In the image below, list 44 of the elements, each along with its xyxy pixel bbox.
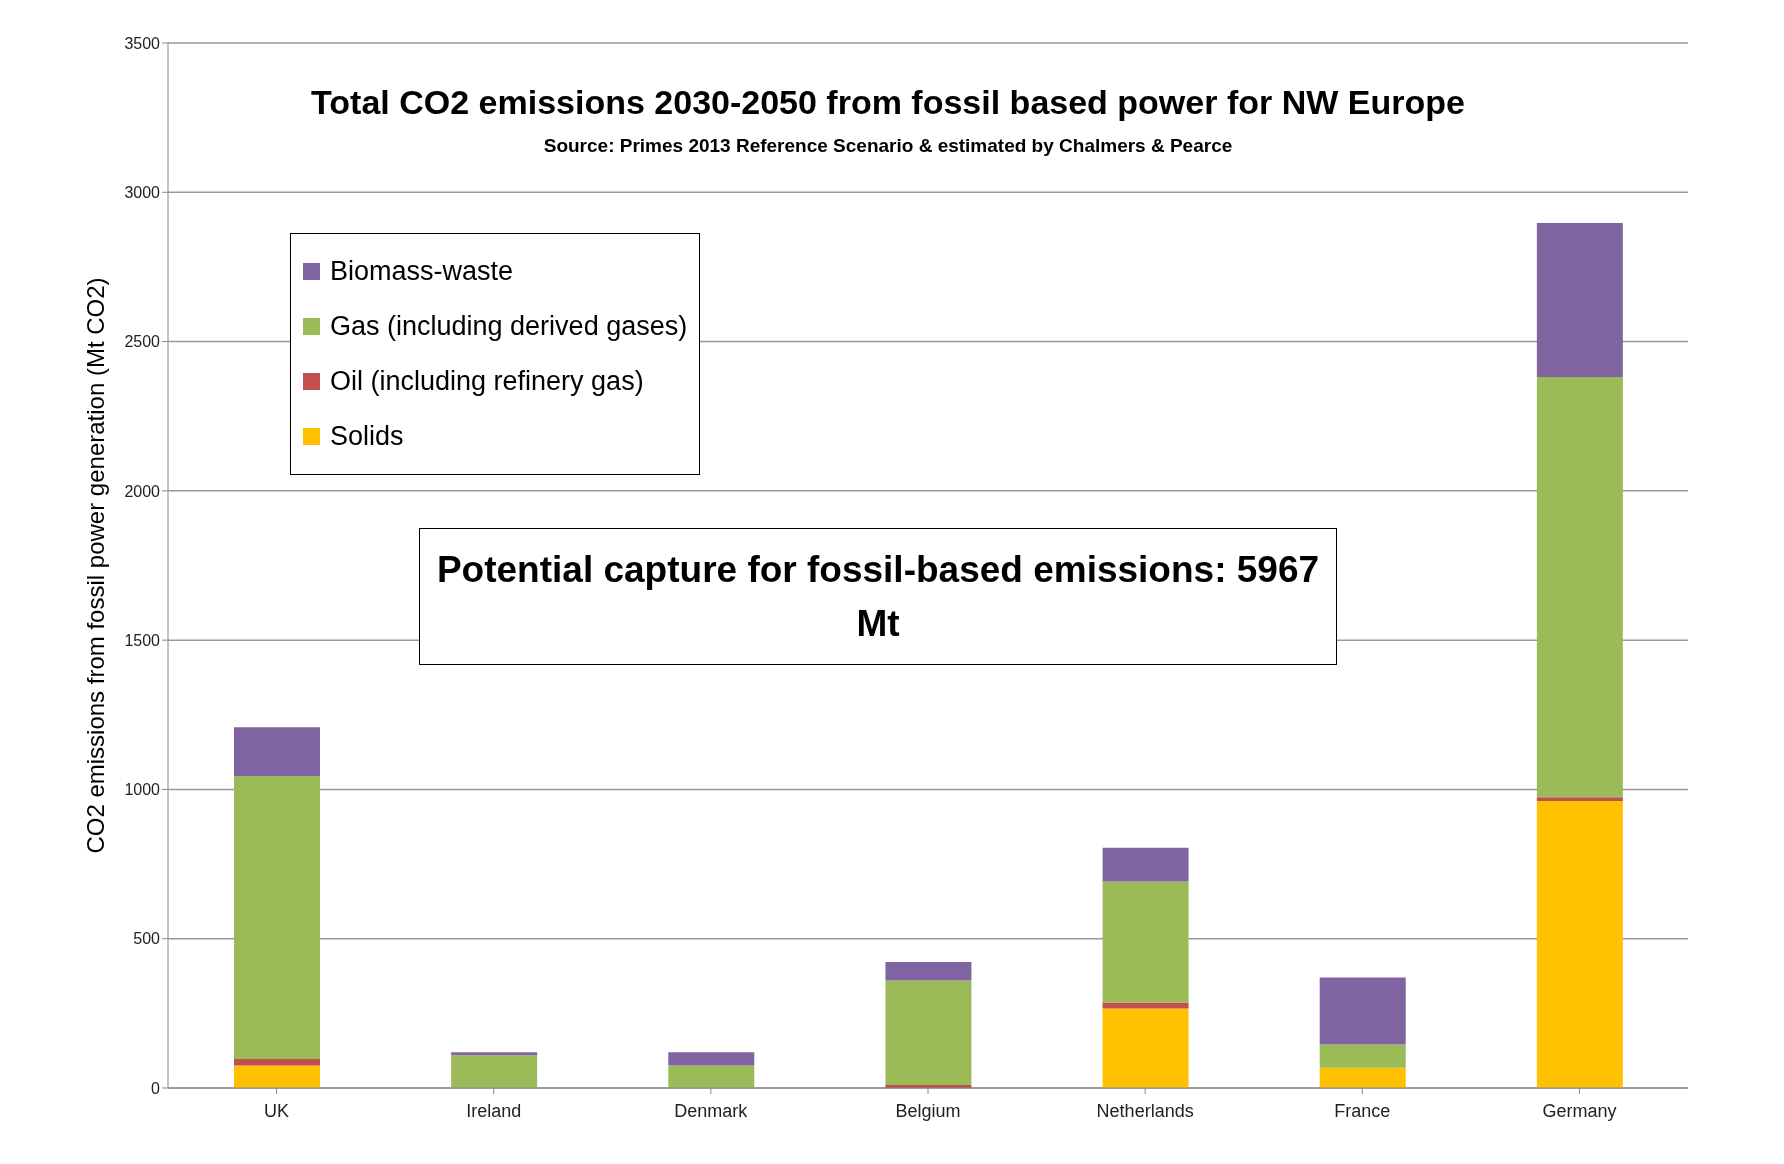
bar (1102, 847, 1189, 882)
bar (1536, 797, 1623, 802)
bar (1536, 223, 1623, 378)
bar (234, 727, 320, 776)
bar (234, 1059, 320, 1066)
bar (1102, 1002, 1189, 1009)
bar (451, 1055, 538, 1088)
x-tick-label: Ireland (466, 1100, 522, 1121)
bar (1319, 1067, 1406, 1088)
bar (1102, 1008, 1189, 1088)
bar (1102, 881, 1189, 1003)
bar (451, 1052, 538, 1056)
bar (885, 980, 972, 1086)
legend-label: Solids (330, 421, 404, 452)
y-tick-label: 2000 (124, 482, 161, 500)
bar (668, 1052, 755, 1066)
y-tick-label: 3500 (124, 34, 161, 52)
legend-label: Biomass-waste (330, 256, 514, 287)
annotation: Source: Primes 2013 Reference Scenario & estimated by Chalmers & Pearce (542, 135, 1234, 157)
bar (668, 1065, 755, 1088)
x-tick-label: UK (264, 1100, 290, 1121)
text: Total CO2 emissions 2030-2050 from fossil based power for NW Europe (310, 83, 1466, 122)
legend-label: Oil (including refinery gas) (330, 366, 644, 397)
y-tick-label: 0 (151, 1079, 161, 1097)
y-axis-title: CO2 emissions from fossil power generation (Mt CO2) (81, 277, 109, 854)
y-tick-label: 1000 (124, 781, 161, 799)
bar (234, 1065, 320, 1088)
y-tick-label: 2500 (124, 333, 161, 351)
bar (1319, 1044, 1406, 1068)
y-tick-label: 500 (133, 930, 161, 948)
bar (885, 962, 972, 981)
bar (1536, 377, 1623, 798)
text-box: Potential capture for fossil-based emissions: 5967 Mt (419, 528, 1337, 666)
bar (234, 775, 320, 1060)
bar (1536, 801, 1623, 1088)
x-tick-label: France (1334, 1100, 1391, 1121)
y-tick-label: 1500 (124, 631, 161, 649)
x-tick-label: Belgium (895, 1100, 961, 1121)
bar (1319, 977, 1406, 1045)
legend-label: Gas (including derived gases) (330, 311, 688, 342)
x-tick-label: Denmark (674, 1100, 749, 1121)
x-tick-label: Netherlands (1096, 1100, 1194, 1121)
x-tick-label: Germany (1542, 1100, 1617, 1121)
y-tick-label: 3000 (124, 183, 161, 201)
